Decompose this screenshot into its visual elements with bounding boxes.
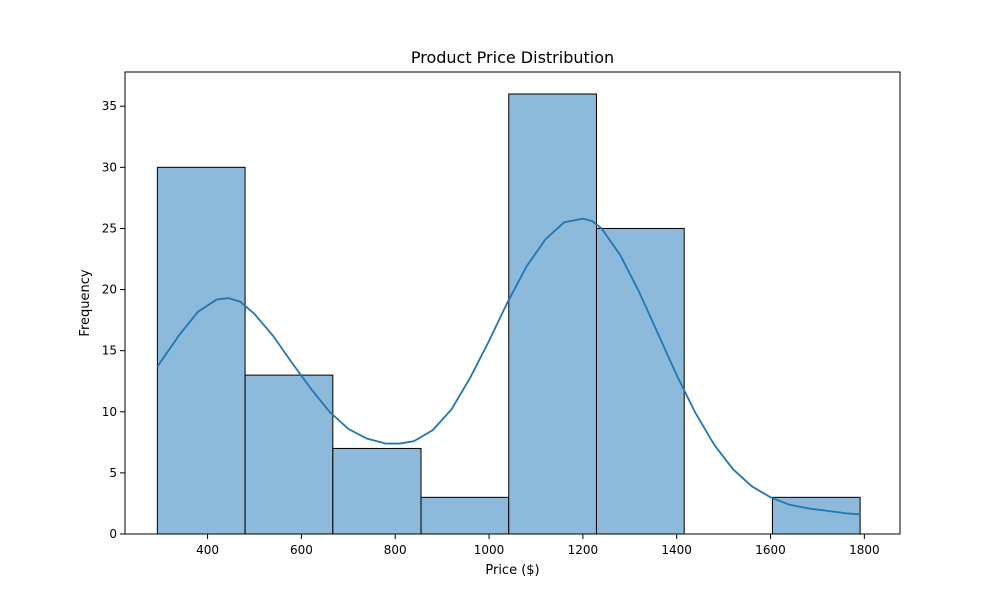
- y-axis-label: Frequency: [78, 269, 93, 336]
- histogram-bar: [156, 166, 246, 535]
- histogram-bar: [420, 496, 510, 535]
- plot-frame: [124, 71, 901, 535]
- x-tick-label: 600: [290, 543, 313, 557]
- y-tick-label: 5: [109, 466, 117, 480]
- y-axis-ticks: 0 5 10 15 20 25 30 35: [102, 99, 125, 541]
- x-tick-label: 400: [196, 543, 219, 557]
- x-tick-label: 1000: [474, 543, 505, 557]
- x-tick-label: 1800: [849, 543, 880, 557]
- y-tick-label: 0: [109, 527, 117, 541]
- histogram-bar: [332, 447, 422, 535]
- y-tick-label: 15: [102, 344, 117, 358]
- kde-curve: [156, 217, 861, 516]
- y-tick-label: 10: [102, 405, 117, 419]
- x-axis-label: Price ($): [485, 563, 539, 578]
- histogram-bar: [244, 374, 334, 535]
- x-axis-ticks: 400 600 800 1000 1200 1400 1600 1800: [196, 534, 880, 557]
- y-tick-label: 30: [102, 160, 117, 174]
- x-tick-label: 1600: [755, 543, 786, 557]
- x-tick-label: 800: [384, 543, 407, 557]
- x-tick-label: 1400: [661, 543, 692, 557]
- histogram-bar: [508, 93, 597, 535]
- x-tick-label: 1200: [568, 543, 599, 557]
- y-tick-label: 20: [102, 283, 117, 297]
- chart-title: Product Price Distribution: [411, 48, 614, 67]
- y-tick-label: 25: [102, 221, 117, 235]
- histogram-bar: [595, 227, 685, 535]
- histogram-bars: [156, 93, 861, 535]
- y-tick-label: 35: [102, 99, 117, 113]
